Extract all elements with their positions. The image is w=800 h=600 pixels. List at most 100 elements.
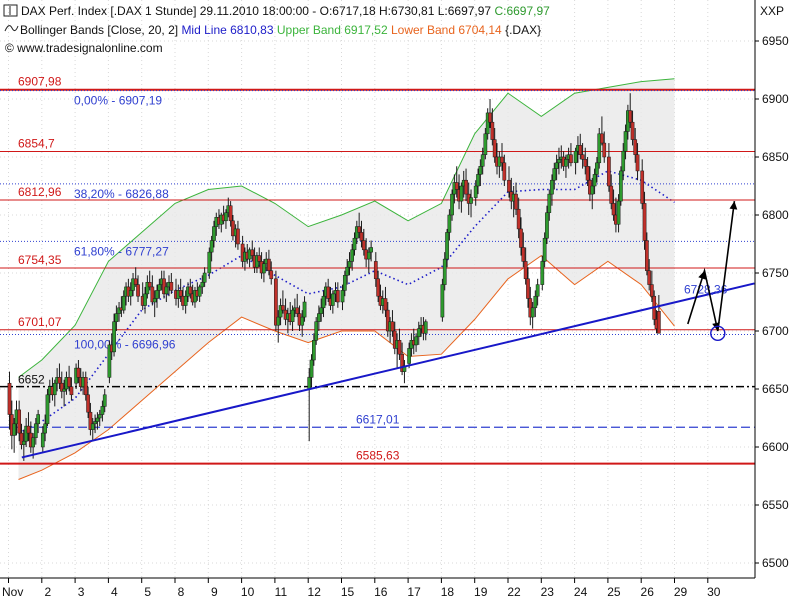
candle-body [107, 344, 112, 378]
candle-body [162, 278, 166, 295]
candle-body [469, 197, 473, 204]
candle-body [597, 133, 602, 164]
candle-body [645, 240, 649, 271]
x-tick-label: 19 [474, 585, 488, 599]
candle-body [640, 170, 645, 204]
candle-body [143, 293, 147, 306]
candle-body [95, 417, 100, 422]
candle-body [414, 336, 418, 346]
candle-body [583, 159, 588, 167]
candle-body [383, 298, 388, 311]
candle-body [93, 421, 97, 425]
candle-body [488, 112, 492, 123]
candle-body [269, 270, 274, 280]
candle-body [228, 205, 233, 222]
y-tick-label: 6850 [762, 150, 789, 164]
candle-body [397, 340, 402, 355]
candle-body [619, 170, 623, 202]
x-tick-label: 23 [541, 585, 555, 599]
x-tick-label: 8 [178, 585, 185, 599]
candle-body [535, 284, 540, 297]
candle-body [314, 321, 319, 341]
candle-body [361, 240, 366, 251]
candle-body [416, 328, 421, 338]
candle-body [483, 133, 488, 155]
price-levels: 6907,98 6854,7 6812,96 6754,35 6701,07 6585,6… [0, 75, 755, 465]
candle-body [480, 154, 485, 167]
candle-body [440, 284, 445, 318]
candle-body [330, 293, 335, 306]
candle-body [423, 321, 428, 334]
candle-body [450, 193, 454, 216]
candle-body [45, 394, 50, 425]
projection-arrowhead [729, 201, 738, 210]
candle-body [347, 261, 352, 268]
candle-body [595, 162, 599, 175]
candle-body [547, 193, 552, 213]
drawing-overlays: 6728,36 [21, 200, 755, 459]
price-candles [7, 93, 661, 461]
candle-body [152, 298, 157, 303]
candle-body [590, 185, 595, 195]
candle-body [33, 423, 38, 438]
trendline-label: 6728,36 [684, 282, 728, 296]
level-label: 6585,63 [356, 449, 400, 463]
y-tick-label: 6600 [762, 440, 789, 454]
mid-line [18, 170, 675, 434]
candle-body [114, 313, 119, 322]
candle-body [476, 174, 480, 187]
y-tick-label: 6650 [762, 382, 789, 396]
upper-band-legend: Upper Band 6917,52 [277, 23, 388, 37]
x-tick-label: 12 [308, 585, 322, 599]
candle-body [642, 203, 647, 241]
candle-body [231, 220, 235, 237]
candle-body [526, 278, 530, 299]
candle-body [276, 316, 281, 326]
candle-body [83, 377, 88, 396]
candle-body [335, 290, 340, 303]
candle-body [257, 255, 262, 262]
candle-body [250, 249, 255, 256]
x-tick-label: 24 [574, 585, 588, 599]
axis-title: XXP [760, 4, 784, 18]
y-tick-label: 6800 [762, 208, 789, 222]
candle-body [447, 214, 452, 233]
candle-body [76, 367, 81, 378]
candle-body [321, 295, 326, 309]
x-tick-label: 2 [44, 585, 51, 599]
candle-body [290, 309, 295, 322]
lower-band-line [18, 254, 675, 480]
y-tick-label: 6950 [762, 34, 789, 48]
candle-body [128, 290, 133, 297]
band-legend-icon [4, 25, 19, 32]
candle-body [57, 377, 62, 384]
fib-label: 38,20% - 6826,88 [74, 187, 169, 201]
x-tick-label: 16 [374, 585, 388, 599]
candle-body [345, 266, 350, 276]
candle-body [533, 295, 538, 309]
y-tick-label: 6700 [762, 324, 789, 338]
x-tick-label: Nov [2, 585, 23, 599]
candle-body [145, 282, 150, 295]
candle-body [97, 414, 102, 419]
candle-body [373, 261, 378, 280]
candle-body [67, 377, 71, 387]
candle-body [635, 154, 640, 172]
candle-body [500, 156, 504, 164]
candle-body [102, 394, 107, 407]
candle-body [112, 321, 116, 353]
fib-label: 100,00% - 6696,96 [74, 338, 176, 352]
candle-body [302, 301, 307, 318]
candle-body [357, 226, 361, 233]
candle-body [202, 272, 207, 283]
candle-body [209, 240, 214, 253]
level-label: 6754,35 [18, 253, 62, 267]
x-tick-label: 18 [441, 585, 455, 599]
candle-body [169, 282, 174, 291]
x-tick-label: 5 [144, 585, 151, 599]
candle-body [88, 411, 93, 430]
candle-body [342, 275, 347, 291]
candle-body [274, 278, 278, 326]
trendline [21, 282, 755, 459]
